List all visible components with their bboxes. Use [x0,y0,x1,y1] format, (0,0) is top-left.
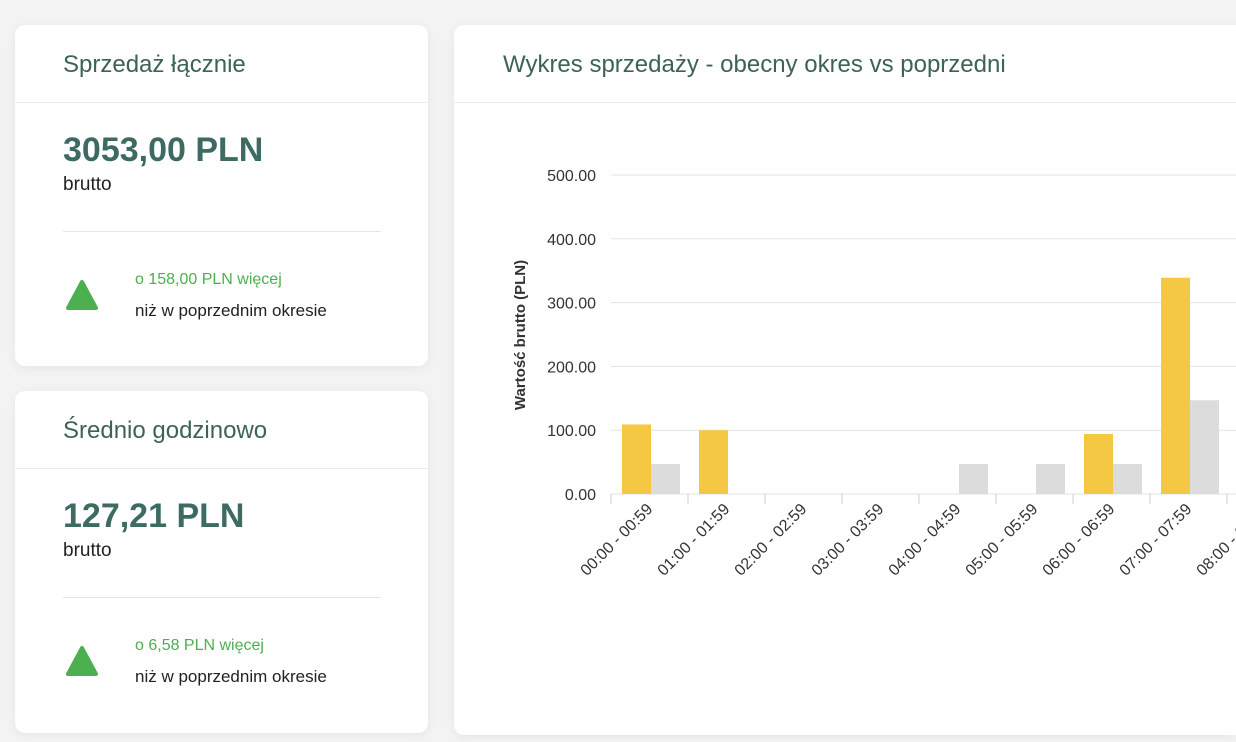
up-icon [66,280,98,310]
bar [1036,464,1065,494]
y-tick-label: 200.00 [547,359,596,376]
x-tick-label: 00:00 - 00:59 [578,501,657,580]
comparison: niż w poprzednim okresie [135,301,327,320]
x-tick-label: 05:00 - 05:59 [963,501,1042,580]
total-card: Sprzedaż łącznie 3053,00 PLN brutto o 15… [15,25,428,366]
bar [1161,277,1190,494]
divider [454,102,1236,103]
x-tick-label: 04:00 - 04:59 [886,501,965,580]
y-tick-label: 400.00 [547,232,596,249]
x-tick-label: 08:00 - 08:59 [1194,501,1236,580]
y-tick-label: 300.00 [547,296,596,313]
bar [651,464,680,494]
bar [622,424,651,494]
bar [699,430,728,494]
average-value: 127,21 PLN [63,497,245,535]
x-tick-label: 06:00 - 06:59 [1040,501,1119,580]
unit: brutto [63,540,112,561]
change: o 158,00 PLN więcej [135,271,282,288]
divider [15,468,428,469]
bar [1084,434,1113,494]
average-card: Średnio godzinowo 127,21 PLN brutto o 6,… [15,391,428,733]
bar [959,464,988,494]
chart-title: Wykres sprzedaży - obecny okres vs poprz… [503,51,1006,78]
chart: Wartość brutto (PLN) 0.00 100.00 200.00 300… [512,168,1236,580]
comparison: niż w poprzednim okresie [135,667,327,686]
up-icon [66,646,98,676]
total-value: 3053,00 PLN [63,131,264,169]
chart-card: Wykres sprzedaży - obecny okres vs poprz… [454,25,1236,735]
divider [63,231,381,232]
x-tick-label: 01:00 - 01:59 [655,501,734,580]
bar [1113,464,1142,494]
y-tick-label: 100.00 [547,423,596,440]
x-tick-label: 02:00 - 02:59 [732,501,811,580]
unit: brutto [63,174,112,195]
x-tick-label: 07:00 - 07:59 [1117,501,1196,580]
divider [63,597,381,598]
change: o 6,58 PLN więcej [135,637,264,654]
card-title: Sprzedaż łącznie [63,51,246,78]
card-title: Średnio godzinowo [63,417,268,444]
x-tick-label: 03:00 - 03:59 [809,501,888,580]
bar [1190,400,1219,494]
divider [15,102,428,103]
y-tick-label: 500.00 [547,168,596,185]
y-tick-label: 0.00 [565,487,596,504]
y-axis-title: Wartość brutto (PLN) [512,260,529,410]
